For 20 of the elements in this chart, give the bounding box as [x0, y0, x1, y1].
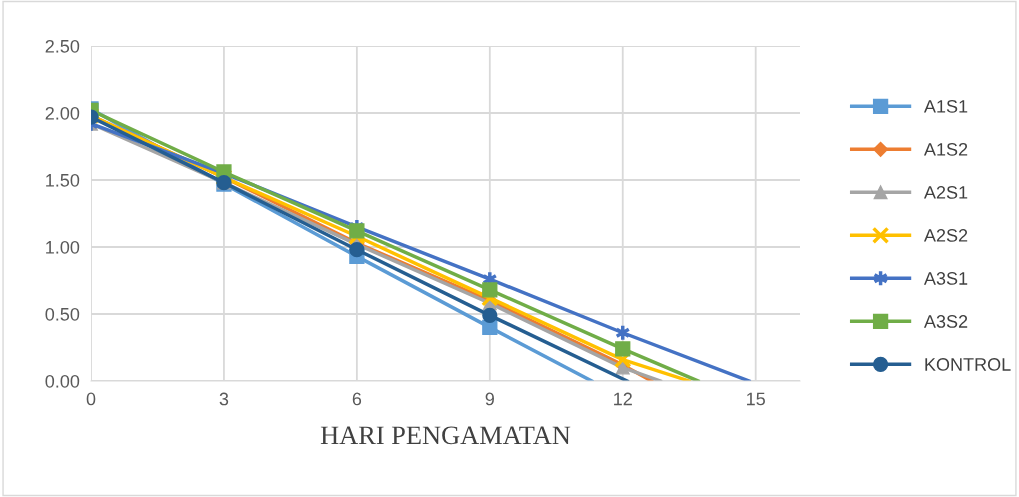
legend-label: A1S2	[923, 142, 968, 156]
y-tick-label: 0.50	[45, 307, 80, 321]
legend-label: A3S2	[923, 315, 968, 328]
legend-label: A2S1	[923, 186, 968, 199]
x-tick-label: 0	[86, 392, 96, 406]
legend-label: A1S1	[923, 99, 968, 113]
y-tick-label: 2.00	[45, 106, 80, 120]
y-tick-label: 0.00	[45, 374, 80, 388]
y-tick-label: 1.00	[46, 240, 80, 254]
x-tick-label: 9	[485, 392, 494, 406]
x-tick-label: 3	[219, 392, 229, 406]
y-tick-label: 2.50	[45, 39, 80, 53]
x-tick-label: 6	[352, 392, 362, 406]
legend-label: A3S1	[923, 272, 968, 285]
x-tick-label: 15	[747, 392, 765, 406]
x-axis-title: HARI PENGAMATAN	[320, 426, 571, 445]
y-tick-label: 1.50	[46, 173, 80, 187]
legend-label: KONTROL	[925, 358, 1011, 371]
x-tick-label: 12	[614, 392, 632, 406]
legend-label: A2S2	[923, 229, 968, 242]
